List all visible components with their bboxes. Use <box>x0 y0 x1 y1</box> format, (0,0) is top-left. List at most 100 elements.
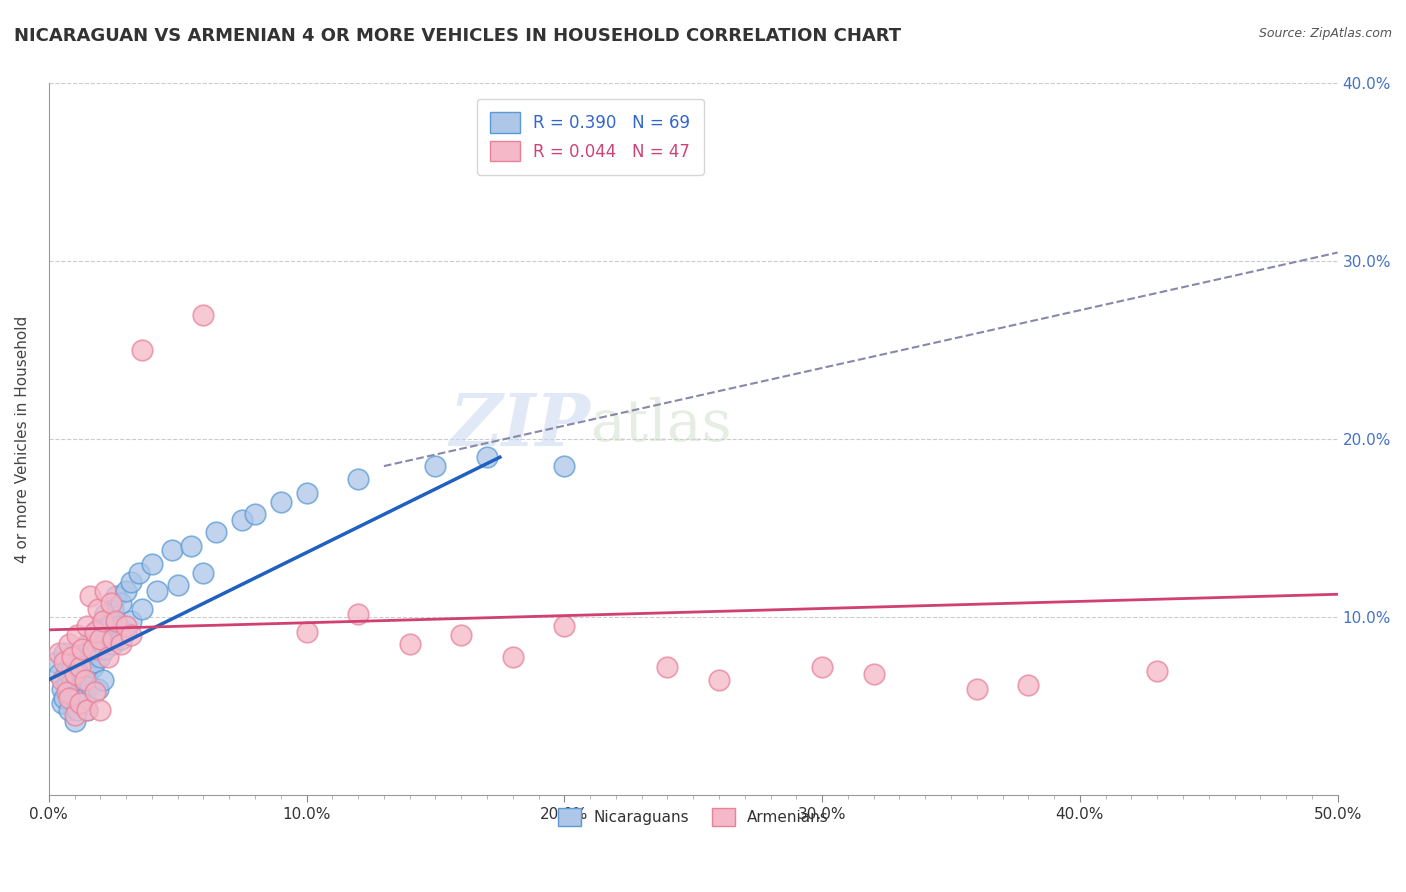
Point <box>91 673 114 687</box>
Point <box>76 637 98 651</box>
Point <box>347 607 370 621</box>
Point <box>146 583 169 598</box>
Point <box>94 607 117 621</box>
Point <box>131 343 153 358</box>
Point <box>56 664 79 678</box>
Point <box>58 703 80 717</box>
Point <box>72 673 94 687</box>
Point <box>84 685 107 699</box>
Point <box>295 485 318 500</box>
Point <box>82 632 104 646</box>
Point <box>553 459 575 474</box>
Point <box>475 450 498 465</box>
Point <box>97 628 120 642</box>
Point <box>73 664 96 678</box>
Point <box>104 589 127 603</box>
Point <box>69 660 91 674</box>
Point <box>60 660 83 674</box>
Point <box>58 690 80 705</box>
Point <box>63 708 86 723</box>
Point <box>110 637 132 651</box>
Point <box>58 637 80 651</box>
Point <box>120 574 142 589</box>
Point <box>205 524 228 539</box>
Point <box>707 673 730 687</box>
Point <box>53 690 76 705</box>
Point <box>103 632 125 646</box>
Point <box>89 649 111 664</box>
Point <box>79 678 101 692</box>
Point <box>862 667 884 681</box>
Point <box>53 646 76 660</box>
Point <box>53 655 76 669</box>
Point <box>66 628 89 642</box>
Point <box>63 714 86 728</box>
Point <box>76 703 98 717</box>
Point <box>104 614 127 628</box>
Point <box>76 619 98 633</box>
Point <box>94 583 117 598</box>
Point <box>84 624 107 639</box>
Point <box>100 614 122 628</box>
Point <box>162 542 184 557</box>
Point <box>72 642 94 657</box>
Point <box>91 637 114 651</box>
Point <box>243 507 266 521</box>
Point <box>450 628 472 642</box>
Point <box>425 459 447 474</box>
Point <box>87 642 110 657</box>
Point <box>48 667 70 681</box>
Point <box>51 673 73 687</box>
Point <box>84 655 107 669</box>
Point <box>131 601 153 615</box>
Point <box>79 649 101 664</box>
Text: atlas: atlas <box>591 397 731 453</box>
Point <box>100 596 122 610</box>
Point <box>94 642 117 657</box>
Point <box>76 667 98 681</box>
Point <box>87 601 110 615</box>
Point <box>48 646 70 660</box>
Point <box>84 624 107 639</box>
Point <box>66 673 89 687</box>
Point <box>73 690 96 705</box>
Point <box>193 308 215 322</box>
Point <box>91 614 114 628</box>
Text: ZIP: ZIP <box>449 390 591 460</box>
Point <box>115 583 138 598</box>
Point <box>69 655 91 669</box>
Point <box>58 685 80 699</box>
Point <box>89 632 111 646</box>
Point <box>110 632 132 646</box>
Point <box>347 472 370 486</box>
Point <box>66 703 89 717</box>
Point <box>231 512 253 526</box>
Point <box>63 649 86 664</box>
Point <box>811 660 834 674</box>
Point <box>270 494 292 508</box>
Legend: Nicaraguans, Armenians: Nicaraguans, Armenians <box>550 800 837 834</box>
Point <box>398 637 420 651</box>
Point <box>657 660 679 674</box>
Point <box>97 649 120 664</box>
Point <box>60 649 83 664</box>
Point <box>76 703 98 717</box>
Point <box>1017 678 1039 692</box>
Point <box>73 673 96 687</box>
Point <box>107 619 129 633</box>
Point <box>966 681 988 696</box>
Text: Source: ZipAtlas.com: Source: ZipAtlas.com <box>1258 27 1392 40</box>
Point <box>502 649 524 664</box>
Point <box>1146 664 1168 678</box>
Point <box>166 578 188 592</box>
Point <box>295 624 318 639</box>
Point <box>180 539 202 553</box>
Point <box>89 619 111 633</box>
Point <box>103 601 125 615</box>
Point <box>69 696 91 710</box>
Point <box>79 589 101 603</box>
Point <box>115 619 138 633</box>
Point <box>45 655 67 669</box>
Point <box>82 660 104 674</box>
Point <box>553 619 575 633</box>
